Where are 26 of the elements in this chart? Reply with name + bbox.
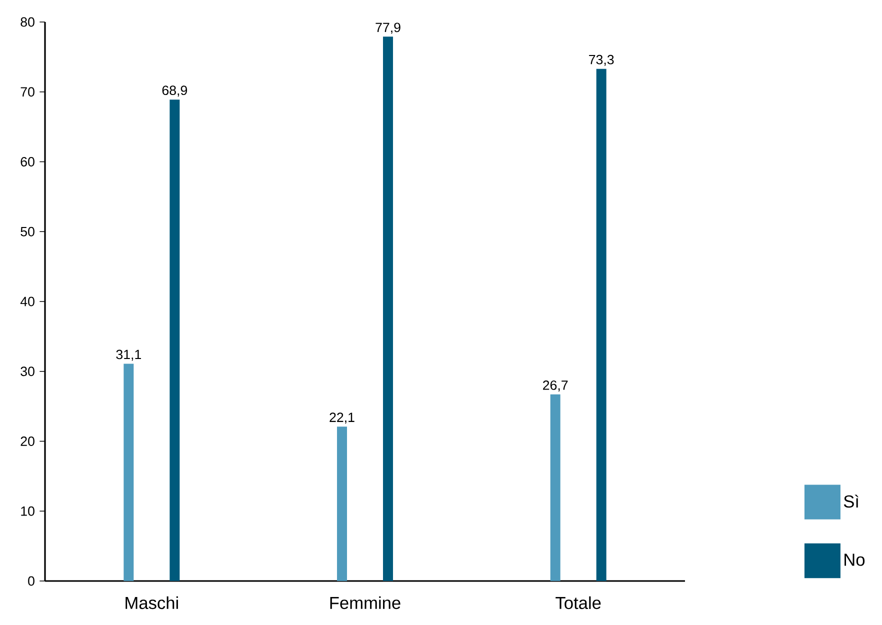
data-label: 26,7 [543, 380, 568, 392]
bar [383, 36, 394, 581]
y-tick-label: 80 [20, 17, 34, 27]
x-tick-label: Femmine [330, 596, 400, 610]
data-label: 77,9 [376, 22, 400, 34]
y-tick-label: 30 [20, 366, 34, 376]
y-tick-label: 50 [20, 226, 34, 236]
bar [124, 364, 134, 581]
legend-label: Sì [844, 494, 858, 508]
x-tick-label: Maschi [126, 596, 178, 610]
y-tick-label: 40 [20, 296, 34, 306]
data-label: 22,1 [330, 412, 354, 424]
y-tick-label: 10 [21, 506, 34, 516]
y-tick-label: 70 [20, 87, 34, 97]
x-tick-label: Totale [556, 596, 601, 610]
y-tick-label: 20 [20, 436, 34, 446]
y-tick-label: 60 [20, 157, 34, 166]
bar [170, 100, 180, 581]
bar [550, 394, 560, 581]
data-label: 31,1 [116, 350, 141, 361]
data-label: 73,3 [589, 54, 614, 66]
bar [337, 426, 348, 581]
bar [596, 68, 606, 581]
legend-label: No [844, 554, 865, 566]
y-tick-label: 0 [28, 576, 34, 586]
data-label: 68,9 [162, 86, 188, 97]
